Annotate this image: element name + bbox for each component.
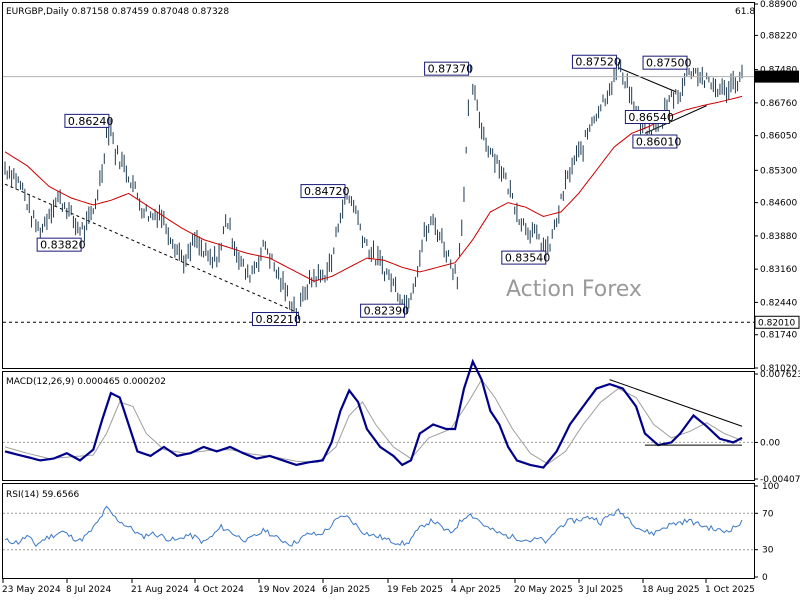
annotation-box — [360, 303, 406, 318]
price-tick-label: 0.88900 — [760, 0, 797, 10]
rsi-label: RSI(14) 59.6566 — [6, 490, 79, 500]
annotation-box — [424, 61, 470, 76]
price-series — [4, 59, 743, 320]
annotation-box — [36, 237, 82, 252]
annotation-label: 0.83820 — [40, 239, 86, 252]
triangle-lower-line — [644, 105, 707, 134]
macd-main-line — [4, 358, 743, 469]
date-tick-label: 18 Aug 2025 — [642, 585, 700, 595]
annotation-label: 0.82210 — [255, 313, 301, 326]
chart-header-instrument: EURGBP,Daily 0.87158 0.87459 0.87048 0.8… — [6, 7, 229, 17]
annotation-label: 0.86240 — [68, 115, 114, 128]
annotation-box — [632, 134, 678, 149]
support-level-box — [754, 315, 800, 329]
date-tick-label: 23 May 2024 — [2, 585, 61, 595]
annotation-box — [300, 184, 346, 199]
triangle-upper-line — [618, 67, 676, 93]
date-tick-label: 6 Jan 2025 — [322, 585, 370, 595]
annotation-box — [251, 312, 297, 327]
price-tick-label: 0.85300 — [760, 166, 797, 176]
last-price-marker: 0.87328 — [3, 70, 799, 83]
annotation-label: 0.82390 — [364, 305, 410, 318]
date-tick-label: 19 Feb 2025 — [387, 585, 443, 595]
rsi-panel — [2, 483, 755, 579]
macd-tick-label: -0.004073 — [760, 475, 800, 485]
watermark: Action Forex — [506, 277, 642, 302]
date-tick-label: 4 Apr 2025 — [451, 585, 501, 595]
annotation-label: 0.87500 — [646, 57, 692, 70]
last-price-label: 0.87328 — [758, 73, 795, 83]
annotation-box — [64, 113, 110, 128]
date-tick-label: 20 May 2025 — [514, 585, 573, 595]
macd-axis: 0.007623 0.00 -0.004073 — [754, 370, 800, 485]
date-tick-label: 21 Aug 2024 — [131, 585, 189, 595]
price-tick-label: 0.86050 — [760, 132, 797, 142]
macd-lines — [3, 358, 754, 469]
date-tick-label: 8 Jul 2024 — [66, 585, 111, 595]
price-tick-label: 0.82440 — [760, 298, 797, 308]
date-tick-label: 1 Oct 2025 — [705, 585, 755, 595]
annotation-label: 0.84720 — [304, 185, 350, 198]
price-tick-label: 0.87480 — [760, 66, 797, 76]
macd-trend-line — [609, 379, 743, 427]
date-tick-label: 4 Oct 2024 — [194, 585, 244, 595]
price-tick-label: 0.83880 — [760, 232, 797, 242]
annotation-box — [642, 55, 688, 70]
price-tick-label: 0.88220 — [760, 31, 797, 41]
price-tick-label: 0.83160 — [760, 265, 797, 275]
rsi-axis: 100 70 30 0 — [3, 482, 779, 583]
support-level-line: 0.82010 — [3, 315, 800, 329]
annotation-box — [501, 250, 547, 265]
support-level-label: 0.82010 — [758, 318, 795, 328]
rsi-line — [4, 505, 743, 548]
annotation-box — [571, 54, 617, 69]
annotation-box — [624, 110, 670, 125]
date-tick-label: 19 Nov 2024 — [258, 585, 316, 595]
macd-signal-line — [4, 378, 743, 465]
price-tick-label: 0.84600 — [760, 199, 797, 209]
rsi-tick-label: 70 — [762, 509, 774, 519]
annotation-label: 0.87370 — [428, 63, 474, 76]
last-price-box — [755, 70, 799, 83]
price-tick-label: 0.81020 — [760, 364, 797, 374]
rsi-series-line — [4, 505, 743, 548]
rsi-tick-label: 100 — [762, 482, 779, 492]
macd-tick-label: 0.00 — [760, 438, 780, 448]
corner-value: 61.8 — [735, 7, 755, 17]
macd-panel — [2, 371, 755, 481]
price-axis: 0.88900 0.88220 0.87480 0.86760 0.86050 0.853… — [754, 0, 797, 374]
annotation-label: 0.83540 — [505, 252, 551, 265]
annotation-label: 0.86540 — [628, 111, 674, 124]
annotation-label: 0.87520 — [575, 56, 621, 69]
moving-average — [4, 95, 743, 282]
rsi-tick-label: 30 — [762, 546, 774, 556]
price-tick-label: 0.81740 — [760, 331, 797, 341]
trend-lines — [4, 67, 707, 314]
price-tick-label: 0.86760 — [760, 99, 797, 109]
macd-tick-label: 0.007623 — [760, 370, 800, 380]
date-axis: 23 May 2024 8 Jul 2024 21 Aug 2024 4 Oct 20… — [2, 579, 755, 595]
date-tick-label: 3 Jul 2025 — [578, 585, 623, 595]
macd-label: MACD(12,26,9) 0.000465 0.000202 — [6, 377, 166, 387]
annotation-label: 0.86010 — [636, 135, 682, 148]
price-annotations: 0.86240 0.83820 0.84720 0.82210 0.82390 0.873… — [36, 54, 692, 327]
rsi-tick-label: 0 — [762, 573, 768, 583]
moving-average-line — [4, 95, 743, 282]
